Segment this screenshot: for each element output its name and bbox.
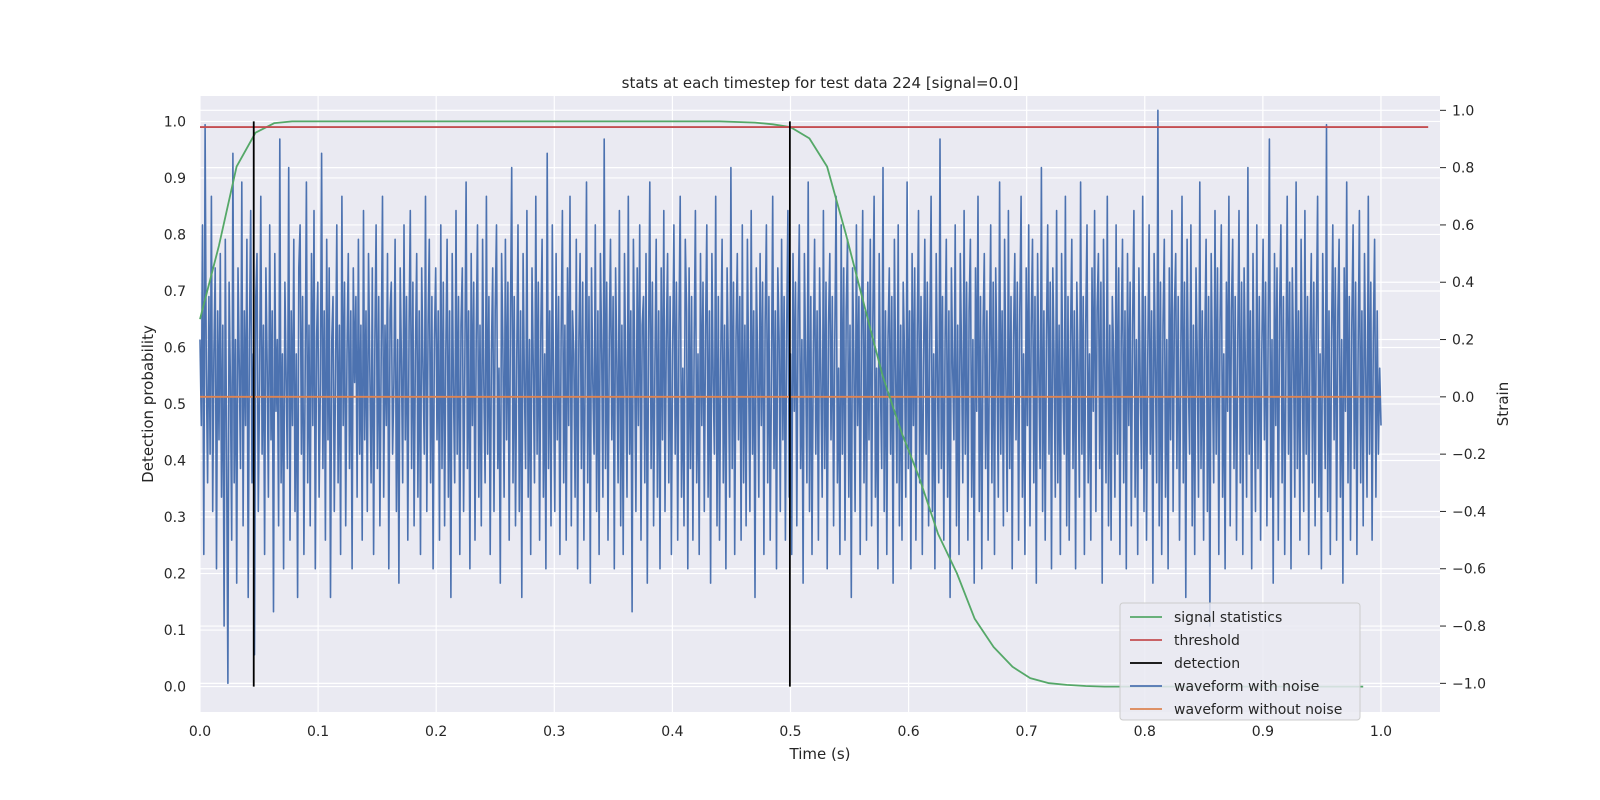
y-right-tick-label: −0.8 [1452, 619, 1486, 635]
y-left-tick-label: 0.1 [164, 623, 186, 639]
y-right-tick-label: −0.2 [1452, 447, 1486, 463]
y-left-tick-label: 0.8 [164, 227, 186, 243]
legend-label-detection: detection [1174, 656, 1240, 672]
x-tick-label: 1.0 [1370, 724, 1392, 740]
y-right-axis-label: Strain [1494, 382, 1512, 426]
y-left-tick-label: 0.2 [164, 567, 186, 583]
x-tick-label: 0.5 [779, 724, 801, 740]
x-ticks: 0.0 0.1 0.2 0.3 0.4 0.5 0.6 0.7 0.8 0.9 1.0 [189, 724, 1392, 740]
x-tick-label: 0.9 [1252, 724, 1274, 740]
y-left-tick-label: 0.3 [164, 510, 186, 526]
x-tick-label: 0.8 [1134, 724, 1156, 740]
y-left-axis-label: Detection probability [139, 325, 157, 483]
x-axis-label: Time (s) [789, 745, 851, 763]
x-tick-label: 0.0 [189, 724, 211, 740]
y-right-tick-label: 0.4 [1452, 275, 1474, 291]
legend-box [1119, 602, 1361, 721]
legend: signal statistics threshold detection wa… [1119, 602, 1361, 721]
y-right-tick-label: 0.0 [1452, 390, 1474, 406]
legend-label-waveform-without-noise: waveform without noise [1174, 702, 1342, 718]
legend-label-signal-statistics: signal statistics [1174, 610, 1282, 626]
y-right-tick-label: −1.0 [1452, 676, 1486, 692]
y-right-tick-label: −0.4 [1452, 504, 1486, 520]
y-right-ticks: −1.0 −0.8 −0.6 −0.4 −0.2 0.0 0.2 0.4 0.6 0.8 1.0 [1440, 103, 1486, 692]
y-left-tick-label: 0.0 [164, 680, 186, 696]
x-tick-label: 0.2 [425, 724, 447, 740]
x-tick-label: 0.3 [543, 724, 565, 740]
y-right-tick-label: −0.6 [1452, 562, 1486, 578]
legend-label-waveform-with-noise: waveform with noise [1174, 679, 1319, 695]
series-layer [199, 109, 1429, 688]
x-tick-label: 0.7 [1016, 724, 1038, 740]
y-right-tick-label: 0.2 [1452, 333, 1474, 349]
x-tick-label: 0.6 [897, 724, 919, 740]
series-signal-statistics [199, 120, 1364, 688]
y-left-ticks: 0.0 0.1 0.2 0.3 0.4 0.5 0.6 0.7 0.8 0.9 1.0 [164, 114, 186, 695]
legend-label-threshold: threshold [1174, 633, 1240, 649]
y-left-tick-label: 1.0 [164, 114, 186, 130]
y-left-tick-label: 0.4 [164, 454, 186, 470]
y-left-tick-label: 0.7 [164, 284, 186, 300]
y-left-tick-label: 0.9 [164, 171, 186, 187]
chart-title: stats at each timestep for test data 224… [622, 74, 1019, 92]
y-right-tick-label: 1.0 [1452, 103, 1474, 119]
y-right-tick-label: 0.8 [1452, 161, 1474, 177]
y-left-tick-label: 0.5 [164, 397, 186, 413]
y-right-tick-label: 0.6 [1452, 218, 1474, 234]
y-left-tick-label: 0.6 [164, 340, 186, 356]
x-tick-label: 0.4 [661, 724, 683, 740]
x-tick-label: 0.1 [307, 724, 329, 740]
